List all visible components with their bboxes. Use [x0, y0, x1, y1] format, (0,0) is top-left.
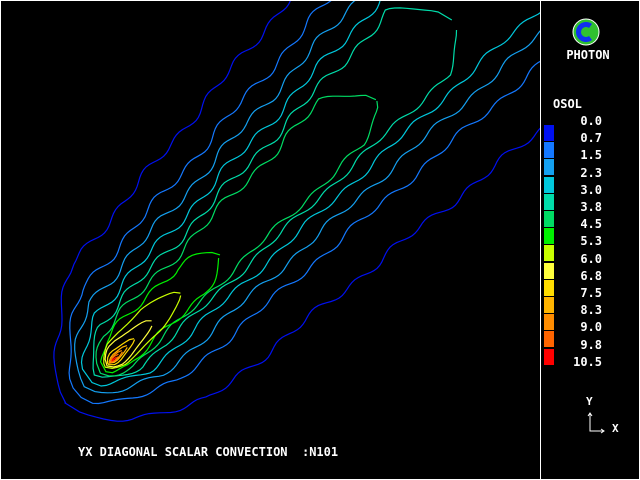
contour-line-10.5 — [111, 356, 117, 362]
legend-level-label: 6.0 — [580, 251, 602, 266]
plot-title: YX DIAGONAL SCALAR CONVECTION :N101 — [78, 445, 339, 459]
contour-line-3.8 — [92, 7, 458, 378]
axis-x-label: X — [612, 422, 619, 435]
contour-line-4.5 — [95, 94, 379, 377]
legend-level-label: 4.5 — [580, 217, 602, 232]
legend-swatch — [544, 297, 554, 313]
contour-line-0.7 — [53, 1, 540, 422]
legend-swatch — [544, 228, 554, 245]
legend-swatch — [544, 279, 554, 296]
contour-line-3.0 — [80, 1, 540, 387]
legend-swatch — [544, 331, 554, 348]
legend-level-label: 2.3 — [580, 165, 602, 180]
contour-plot — [53, 1, 540, 422]
legend-level-label: 1.5 — [580, 148, 602, 163]
legend-level-label: 3.8 — [580, 200, 602, 214]
legend-swatch — [544, 142, 554, 159]
app-brand: PHOTON — [566, 48, 610, 62]
legend-level-label: 9.8 — [580, 337, 602, 352]
contour-line-1.5 — [68, 1, 540, 405]
contour-line-5.3 — [99, 251, 221, 374]
legend-swatch — [544, 245, 554, 262]
contour-line-2.3 — [74, 1, 540, 394]
axes-triad-icon — [587, 412, 605, 434]
contour-line-6.0 — [103, 291, 182, 370]
axis-y-label: Y — [586, 395, 593, 408]
contour-line-9.0 — [109, 349, 123, 364]
legend-swatch — [544, 125, 554, 141]
contour-line-7.5 — [106, 338, 136, 366]
legend-swatch — [544, 176, 554, 193]
legend-level-label: 6.8 — [580, 268, 602, 283]
legend-swatch — [544, 193, 554, 210]
legend-variable: OSOL — [553, 97, 582, 111]
legend-level-label: 5.3 — [580, 234, 602, 249]
panel-divider — [540, 0, 541, 480]
contour-line-8.3 — [108, 345, 128, 364]
legend-swatch — [544, 211, 554, 227]
legend-swatch — [544, 159, 554, 176]
legend-level-label: 9.0 — [580, 320, 602, 335]
legend-level-label: 0.0 — [580, 114, 602, 128]
legend-swatch — [544, 348, 554, 365]
legend-level-label: 3.0 — [580, 182, 602, 197]
legend-level-label: 8.3 — [580, 303, 602, 318]
legend-swatch — [544, 262, 554, 279]
contour-line-6.8 — [104, 320, 153, 368]
legend-level-label: 0.7 — [580, 131, 602, 146]
legend-level-label: 7.5 — [580, 286, 602, 300]
legend-level-label: 10.5 — [573, 354, 602, 369]
legend-swatch — [544, 314, 554, 331]
photon-logo-icon — [572, 18, 600, 46]
